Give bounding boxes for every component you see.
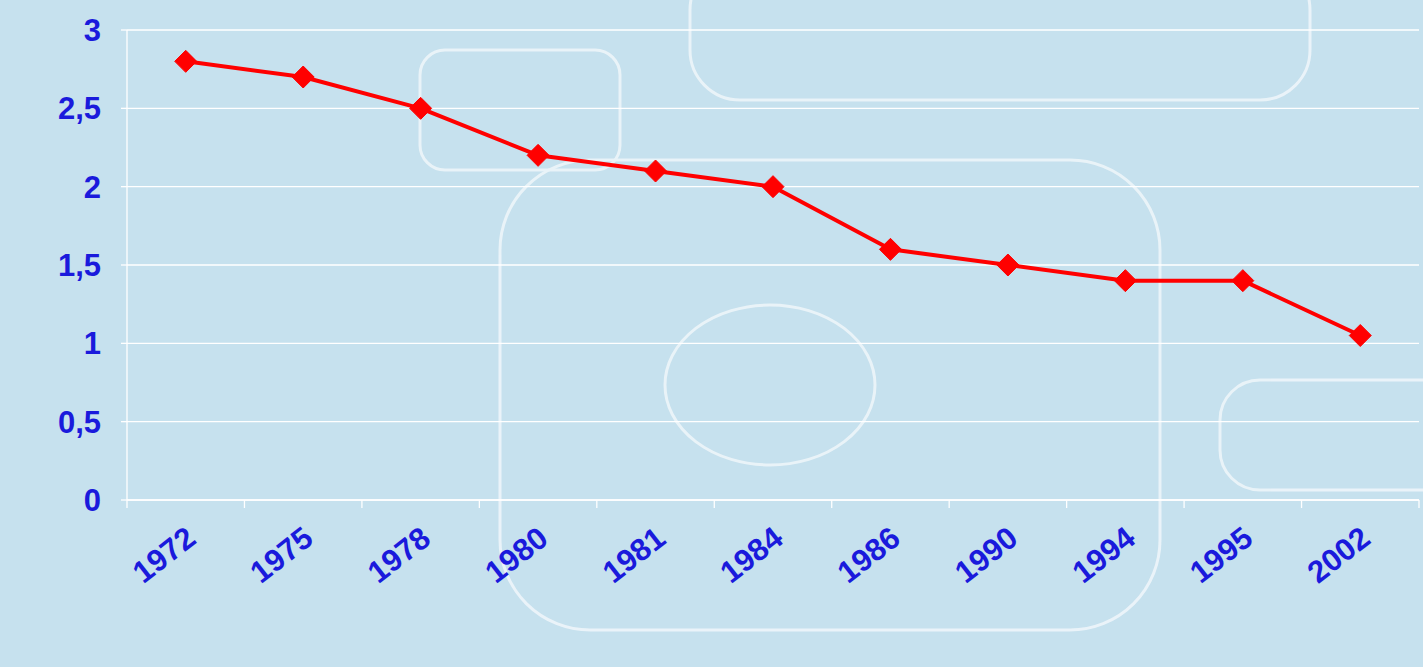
x-tick-label: 1995 — [1183, 520, 1259, 590]
x-tick — [1418, 500, 1419, 508]
data-marker — [879, 238, 901, 260]
data-marker — [645, 160, 667, 182]
y-tick-label: 2 — [84, 170, 101, 205]
x-tick — [479, 500, 480, 508]
grid-line — [127, 108, 1419, 109]
chart-root: 0 0,5 1 1,5 2 2,5 3 1972 1975 1978 1980 1981 1984 198… — [0, 0, 1423, 667]
x-tick-label: 2002 — [1301, 520, 1377, 590]
y-tick — [121, 264, 127, 265]
y-tick-label: 3 — [84, 13, 101, 48]
decoration-shape — [1220, 380, 1423, 490]
plot-area — [175, 50, 1372, 346]
x-tick — [714, 500, 715, 508]
x-tick — [596, 500, 597, 508]
x-tick-label: 1994 — [1066, 519, 1142, 590]
data-marker — [1349, 325, 1371, 347]
data-marker — [410, 97, 432, 119]
data-marker — [1114, 270, 1136, 292]
decoration-shape — [500, 160, 1160, 630]
data-marker — [1232, 270, 1254, 292]
x-tick-label: 1972 — [126, 520, 202, 590]
decoration-shape — [665, 305, 875, 465]
x-tick — [1066, 500, 1067, 508]
y-tick — [121, 343, 127, 344]
y-tick — [121, 499, 127, 500]
y-tick — [121, 421, 127, 422]
y-tick-label: 2,5 — [58, 91, 101, 126]
y-tick-label: 0,5 — [58, 405, 101, 440]
x-tick-label: 1980 — [479, 520, 555, 590]
grid-line — [127, 343, 1419, 344]
grid-line — [127, 421, 1419, 422]
decoration-shape — [420, 50, 620, 170]
data-marker — [762, 176, 784, 198]
y-tick — [121, 186, 127, 187]
x-axis — [127, 499, 1419, 500]
data-line — [186, 61, 1361, 335]
y-tick-label: 0 — [84, 483, 101, 518]
data-marker — [527, 144, 549, 166]
decoration-shape — [690, 0, 1310, 100]
x-tick-label: 1986 — [831, 520, 907, 590]
grid-line — [127, 499, 1419, 500]
y-tick — [121, 29, 127, 30]
x-tick — [1183, 500, 1184, 508]
y-tick-label: 1,5 — [58, 248, 101, 283]
data-marker — [292, 66, 314, 88]
y-tick-label: 1 — [84, 326, 101, 361]
x-tick — [1301, 500, 1302, 508]
grid-line — [127, 29, 1419, 30]
y-tick — [121, 108, 127, 109]
grid-line — [127, 264, 1419, 265]
chart-svg: 0 0,5 1 1,5 2 2,5 3 1972 1975 1978 1980 1981 1984 198… — [0, 0, 1423, 667]
data-marker — [175, 50, 197, 72]
x-tick-label: 1981 — [596, 520, 672, 590]
x-tick-label: 1984 — [713, 519, 789, 590]
x-tick — [126, 500, 127, 508]
data-marker — [997, 254, 1019, 276]
x-tick — [244, 500, 245, 508]
x-tick — [949, 500, 950, 508]
y-axis — [126, 30, 127, 500]
x-tick — [361, 500, 362, 508]
x-tick-label: 1978 — [361, 520, 437, 590]
x-tick-label: 1975 — [244, 520, 320, 590]
decoration — [420, 0, 1423, 630]
x-tick-label: 1990 — [948, 520, 1024, 590]
x-tick — [831, 500, 832, 508]
